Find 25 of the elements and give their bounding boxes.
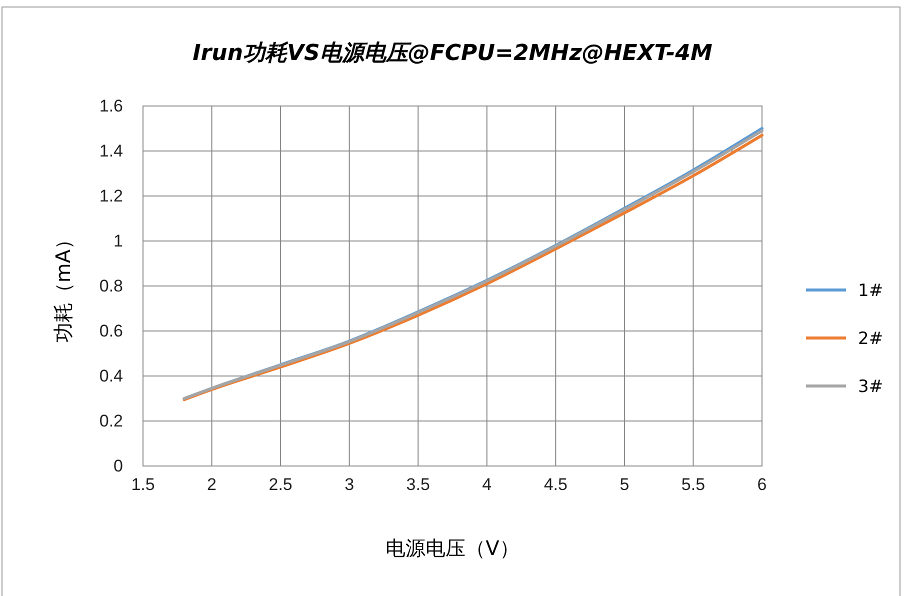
y-tick-label: 0.8 [99, 276, 123, 296]
x-tick-label: 6 [757, 475, 767, 494]
x-tick-label: 3.5 [406, 475, 430, 494]
y-tick-label: 0 [114, 456, 123, 476]
x-axis-title: 电源电压（V） [386, 536, 520, 560]
x-tick-label: 4.5 [544, 475, 568, 494]
x-tick-label: 5.5 [681, 475, 706, 494]
chart-title: Irun功耗VS电源电压@FCPU=2MHz@HEXT-4M [192, 41, 712, 66]
legend-label: 1# [858, 281, 884, 301]
x-tick-label: 4 [482, 475, 492, 494]
y-tick-label: 0.4 [99, 366, 123, 386]
x-tick-label: 5 [620, 475, 630, 494]
y-tick-label: 1.4 [99, 141, 123, 160]
x-tick-label: 2 [207, 475, 217, 494]
y-axis-title: 功耗（mA） [51, 229, 75, 343]
y-tick-label: 0.2 [99, 411, 123, 430]
legend-label: 2# [858, 329, 884, 349]
x-tick-label: 3 [344, 475, 354, 494]
y-tick-label: 1.6 [99, 96, 123, 116]
y-tick-label: 1.2 [99, 186, 123, 206]
legend-label: 3# [858, 377, 884, 397]
y-tick-label: 1 [114, 231, 123, 250]
y-tick-label: 0.6 [99, 321, 123, 340]
x-tick-label: 1.5 [131, 475, 155, 494]
x-tick-label: 2.5 [268, 475, 292, 494]
